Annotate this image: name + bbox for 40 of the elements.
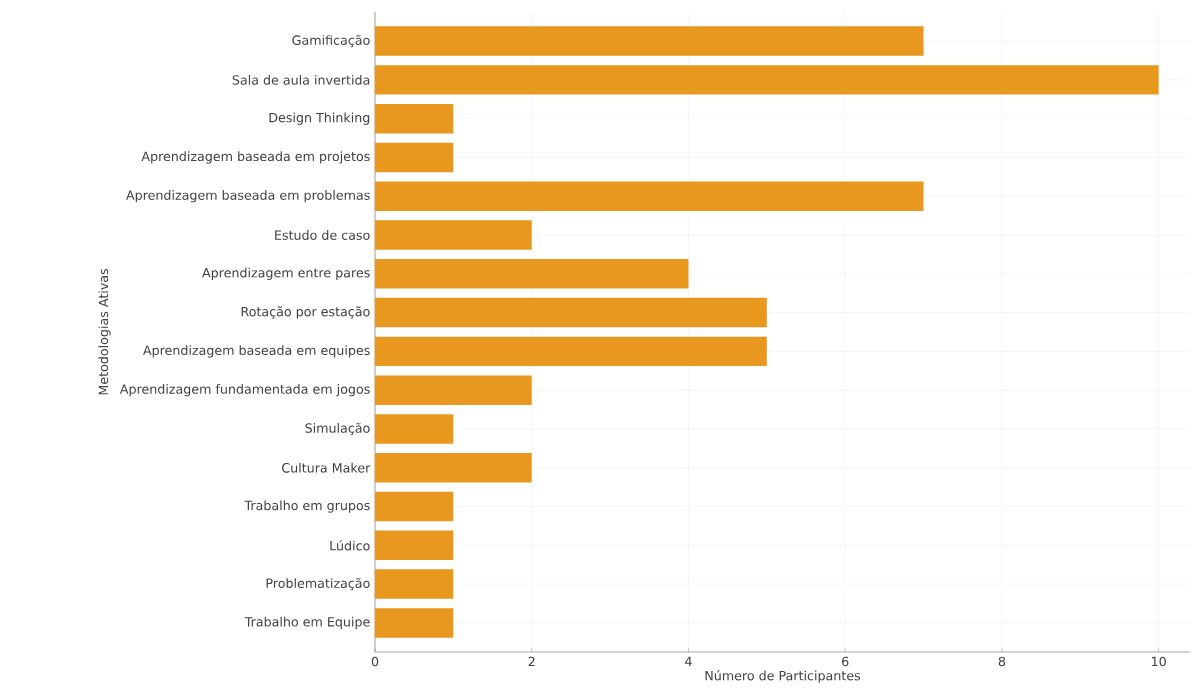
y-tick-label: Rotação por estação: [241, 306, 370, 319]
y-tick-label: Simulação: [305, 422, 370, 436]
bar: [375, 26, 924, 56]
bar: [375, 491, 454, 522]
y-tick-label: Estudo de caso: [275, 230, 370, 240]
x-tick-label: 10: [1152, 656, 1166, 667]
bar: [375, 181, 924, 211]
y-tick-label: Lúdico: [330, 540, 370, 551]
y-tick-label: Trabalho em Equipe: [244, 616, 370, 630]
bar: [375, 220, 532, 250]
y-tick-label: Cultura Maker: [282, 462, 371, 473]
bar: [375, 569, 454, 599]
x-tick-label: 0: [371, 656, 379, 667]
bar: [375, 375, 532, 405]
y-tick-label: Design Thinking: [269, 112, 370, 125]
bar: [375, 259, 689, 289]
y-tick-label: Trabalho em grupos: [244, 500, 370, 513]
x-tick-label: 6: [842, 656, 849, 667]
y-tick-label: Aprendizagem baseada em projetos: [141, 151, 370, 164]
y-tick-label: Sala de aula invertida: [232, 74, 370, 85]
x-axis-title: Número de Participantes: [705, 670, 861, 683]
y-tick-label: Aprendizagem fundamentada em jogos: [119, 384, 370, 397]
bar: [375, 530, 454, 561]
y-tick-label: Problematização: [266, 577, 370, 591]
bar: [375, 453, 532, 483]
bar: [375, 103, 454, 134]
x-tick-label: 4: [685, 656, 692, 666]
bar: [375, 65, 1159, 95]
y-tick-label: Aprendizagem baseada em problemas: [126, 190, 370, 203]
x-tick-label: 8: [998, 656, 1006, 667]
y-tick-label: Gamificação: [292, 34, 370, 48]
y-tick-label: Aprendizagem entre pares: [202, 267, 370, 280]
x-tick-label: 2: [528, 656, 535, 667]
bar: [375, 414, 454, 444]
y-tick-label: Aprendizagem baseada em equipes: [143, 345, 370, 358]
bar: [375, 142, 454, 173]
bar: [375, 336, 767, 367]
bar: [375, 608, 454, 638]
y-axis-title: Metodologias Ativas: [98, 268, 111, 395]
bar: [375, 297, 767, 328]
